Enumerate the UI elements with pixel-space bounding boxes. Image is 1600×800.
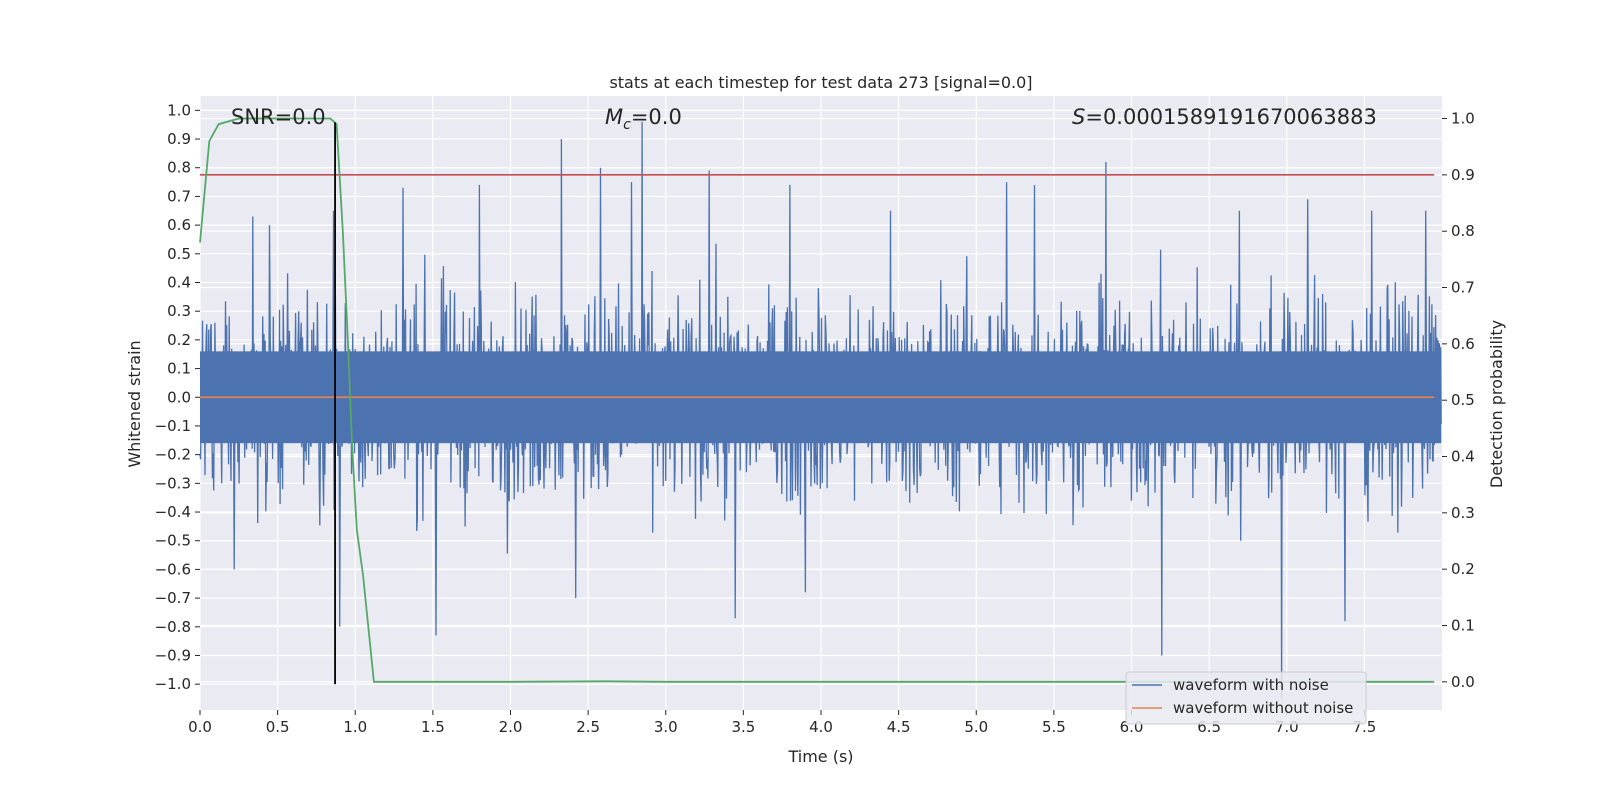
y-left-tick-label: −0.9 [155, 646, 191, 664]
y-left-tick-label: −0.2 [155, 446, 191, 464]
y-left-tick-label: −0.6 [155, 560, 191, 578]
score-annotation: S=0.0001589191670063883 [1072, 105, 1377, 129]
score-symbol: S [1072, 105, 1085, 129]
plot-content [199, 117, 1442, 699]
y-axis-label-right: Detection probability [1487, 320, 1506, 488]
x-tick-label: 0.0 [188, 718, 212, 736]
y-left-tick-label: −0.3 [155, 474, 191, 492]
x-tick-label: 3.5 [731, 718, 755, 736]
x-tick-label: 5.0 [964, 718, 988, 736]
y-right-tick-label: 0.7 [1451, 279, 1475, 297]
detection-probability-line [199, 117, 1435, 683]
x-tick-label: 2.0 [499, 718, 523, 736]
y-right-tick-label: 1.0 [1451, 110, 1475, 128]
y-left-tick-label: 0.1 [167, 360, 191, 378]
y-left-tick-label: −0.7 [155, 589, 191, 607]
x-axis-label: Time (s) [787, 747, 853, 766]
x-tick-label: 4.0 [809, 718, 833, 736]
y-right-tick-label: 0.2 [1451, 560, 1475, 578]
y-right-tick-label: 0.0 [1451, 673, 1475, 691]
y-left-tick-label: 0.7 [167, 187, 191, 205]
axes: 0.0 0.5 1.0 1.5 2.0 2.5 3.0 3.5 4.0 4.5 5.0 5.5 6.0 6… [155, 101, 1475, 736]
x-tick-label: 3.0 [654, 718, 678, 736]
y-left-tick-label: 0.5 [167, 245, 191, 263]
legend-label-clean: waveform without noise [1173, 699, 1353, 717]
y-left-tick-label: −1.0 [155, 675, 191, 693]
y-axis-label-left: Whitened strain [125, 340, 144, 467]
y-right-tick-label: 0.1 [1451, 617, 1475, 635]
y-right-tick-label: 0.6 [1451, 335, 1475, 353]
y-right-tick-label: 0.5 [1451, 391, 1475, 409]
legend-label-noise: waveform with noise [1173, 676, 1329, 694]
legend-box [1125, 671, 1367, 725]
y-left-tick-label: 1.0 [167, 101, 191, 119]
chirp-mass-subscript: c [623, 117, 631, 133]
chirp-mass-annotation: Mc=0.0 [605, 105, 682, 133]
x-tick-label: 0.5 [266, 718, 290, 736]
y-left-tick-label: −0.5 [155, 532, 191, 550]
chirp-mass-value: =0.0 [631, 105, 682, 129]
y-left-tick-label: 0.6 [167, 216, 191, 234]
x-tick-label: 2.5 [576, 718, 600, 736]
legend: waveform with noise waveform without noi… [1125, 671, 1367, 725]
x-tick-label: 1.5 [421, 718, 445, 736]
y-left-tick-label: −0.1 [155, 417, 191, 435]
snr-annotation: SNR=0.0 [231, 105, 326, 129]
y-left-tick-label: −0.4 [155, 503, 191, 521]
y-right-tick-label: 0.8 [1451, 222, 1475, 240]
y-left-tick-label: 0.8 [167, 159, 191, 177]
y-right-tick-label: 0.9 [1451, 166, 1475, 184]
chart-title: stats at each timestep for test data 273… [609, 73, 1032, 92]
score-value: =0.0001589191670063883 [1085, 105, 1377, 129]
x-tick-label: 5.5 [1042, 718, 1066, 736]
y-left-tick-label: 0.9 [167, 130, 191, 148]
y-left-tick-label: 0.3 [167, 302, 191, 320]
y-right-tick-label: 0.4 [1451, 448, 1475, 466]
y-left-tick-label: −0.8 [155, 618, 191, 636]
y-left-tick-label: 0.2 [167, 331, 191, 349]
y-left-tick-label: 0.4 [167, 273, 191, 291]
x-tick-label: 4.5 [887, 718, 911, 736]
x-tick-label: 1.0 [343, 718, 367, 736]
y-left-tick-label: 0.0 [167, 388, 191, 406]
chirp-mass-symbol: M [605, 105, 623, 129]
y-right-tick-label: 0.3 [1451, 504, 1475, 522]
